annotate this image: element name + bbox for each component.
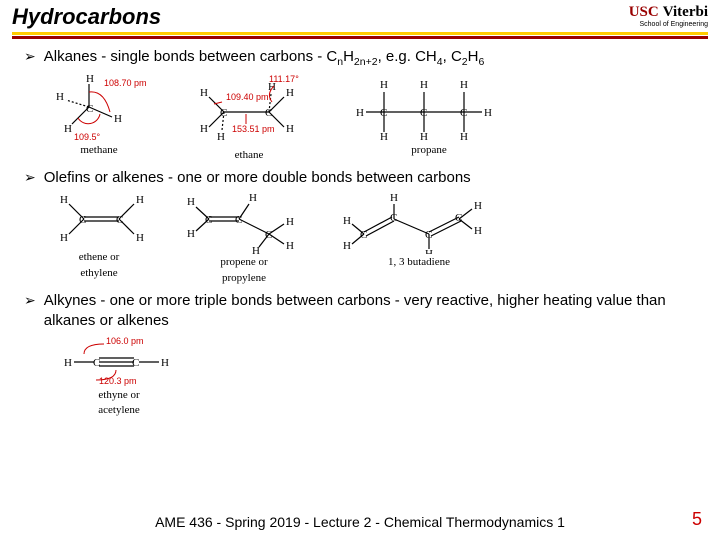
svg-text:H: H — [217, 131, 225, 143]
usc-logo: USC Viterbi School of Engineering — [629, 4, 708, 28]
svg-text:H: H — [460, 131, 468, 142]
svg-text:H: H — [425, 248, 433, 254]
alkanes-figures: C H H H H 108.70 pm 109.5° methane — [44, 72, 696, 162]
logo-usc-text: USC — [629, 4, 659, 21]
propene-label2: propylene — [174, 271, 314, 285]
svg-text:H: H — [356, 107, 364, 119]
ethyne-label1: ethyne or — [44, 388, 194, 402]
svg-text:H: H — [136, 194, 144, 206]
svg-text:H: H — [136, 232, 144, 244]
butadiene-figure: C C C C H H H H H H 1, 3 butadiene — [334, 189, 504, 269]
svg-text:C: C — [455, 212, 462, 224]
svg-text:H: H — [390, 192, 398, 204]
bullet-arrow-icon: ➢ — [24, 291, 36, 309]
svg-text:C: C — [93, 357, 100, 369]
svg-text:H: H — [161, 357, 169, 369]
svg-text:H: H — [286, 87, 294, 99]
svg-text:C: C — [360, 229, 367, 241]
logo-subtitle: School of Engineering — [629, 21, 708, 28]
bullet-text: Olefins or alkenes - one or more double … — [44, 168, 696, 188]
propene-label1: propene or — [174, 255, 314, 269]
butadiene-label: 1, 3 butadiene — [334, 255, 504, 269]
svg-text:C: C — [220, 107, 227, 119]
svg-text:C: C — [205, 214, 212, 226]
alkynes-figures: H C C H 106.0 pm 120.3 pm ethyne or acet… — [44, 332, 696, 418]
ethane-angle: 111.17° — [269, 74, 299, 84]
slide-header: Hydrocarbons USC Viterbi School of Engin… — [0, 0, 720, 30]
svg-text:C: C — [235, 214, 242, 226]
svg-text:H: H — [380, 131, 388, 142]
svg-text:C: C — [460, 107, 467, 119]
svg-text:C: C — [265, 107, 272, 119]
slide-title: Hydrocarbons — [12, 4, 161, 30]
ethyne-label2: acetylene — [44, 403, 194, 417]
svg-text:H: H — [60, 194, 68, 206]
bullet-text: Alkynes - one or more triple bonds betwe… — [44, 291, 696, 330]
ethyne-figure: H C C H 106.0 pm 120.3 pm ethyne or acet… — [44, 332, 194, 418]
svg-text:H: H — [286, 240, 294, 252]
propane-label: propane — [344, 143, 514, 157]
svg-text:H: H — [252, 245, 260, 254]
ethyne-hc: 106.0 pm — [106, 336, 144, 346]
propane-figure: C C C H H H H H H H H propane — [344, 72, 514, 157]
svg-text:C: C — [380, 107, 387, 119]
svg-text:H: H — [286, 216, 294, 228]
svg-text:H: H — [420, 79, 428, 91]
svg-text:C: C — [420, 107, 427, 119]
svg-text:H: H — [474, 200, 482, 212]
ethane-label: ethane — [174, 148, 324, 162]
ethane-hc: 109.40 pm — [226, 92, 269, 102]
svg-text:H: H — [64, 123, 72, 135]
svg-text:C: C — [265, 229, 272, 241]
svg-text:H: H — [420, 131, 428, 142]
slide-content: ➢ Alkanes - single bonds between carbons… — [0, 39, 720, 418]
page-number: 5 — [692, 509, 702, 530]
bullet-arrow-icon: ➢ — [24, 168, 36, 186]
methane-figure: C H H H H 108.70 pm 109.5° methane — [44, 72, 154, 157]
methane-angle: 109.5° — [74, 132, 101, 142]
svg-text:C: C — [132, 357, 139, 369]
svg-text:H: H — [114, 113, 122, 125]
ethene-label2: ethylene — [44, 266, 154, 280]
methane-bond-len: 108.70 pm — [104, 78, 147, 88]
svg-text:H: H — [484, 107, 492, 119]
bullet-alkanes: ➢ Alkanes - single bonds between carbons… — [24, 47, 696, 70]
svg-text:H: H — [187, 228, 195, 240]
svg-text:H: H — [460, 79, 468, 91]
ethane-cc: 153.51 pm — [232, 124, 275, 134]
ethyne-cc: 120.3 pm — [99, 376, 137, 386]
bullet-text: Alkanes - single bonds between carbons -… — [44, 47, 696, 70]
svg-text:H: H — [286, 123, 294, 135]
alkenes-figures: CC HH HH ethene or ethylene CCC HHH HHH … — [44, 189, 696, 285]
svg-text:C: C — [86, 103, 93, 115]
svg-text:H: H — [200, 123, 208, 135]
bullet-arrow-icon: ➢ — [24, 47, 36, 65]
methane-label: methane — [44, 143, 154, 157]
logo-viterbi-text: Viterbi — [663, 4, 708, 21]
svg-text:C: C — [79, 214, 86, 226]
svg-text:H: H — [380, 79, 388, 91]
slide-footer: AME 436 - Spring 2019 - Lecture 2 - Chem… — [0, 514, 720, 530]
svg-text:H: H — [249, 192, 257, 204]
svg-text:H: H — [64, 357, 72, 369]
gold-rule — [12, 32, 708, 35]
svg-text:H: H — [187, 196, 195, 208]
svg-text:C: C — [390, 212, 397, 224]
svg-text:C: C — [425, 229, 432, 241]
ethane-figure: C C HHH HHH 111.17° 109.40 pm 153.51 pm … — [174, 72, 324, 162]
bullet-alkynes: ➢ Alkynes - one or more triple bonds bet… — [24, 291, 696, 330]
svg-text:H: H — [474, 225, 482, 237]
bullet-olefins: ➢ Olefins or alkenes - one or more doubl… — [24, 168, 696, 188]
svg-text:H: H — [343, 240, 351, 252]
ethene-figure: C C H H H H ethene or ethylene — [44, 189, 154, 280]
svg-text:H: H — [343, 215, 351, 227]
ethene-label1: ethene or — [44, 250, 154, 264]
propene-figure: CCC HHH HHH propene or propylene — [174, 189, 314, 285]
svg-text:H: H — [60, 232, 68, 244]
svg-text:H: H — [200, 87, 208, 99]
svg-text:H: H — [56, 91, 64, 103]
svg-text:H: H — [86, 73, 94, 85]
svg-text:C: C — [116, 214, 123, 226]
